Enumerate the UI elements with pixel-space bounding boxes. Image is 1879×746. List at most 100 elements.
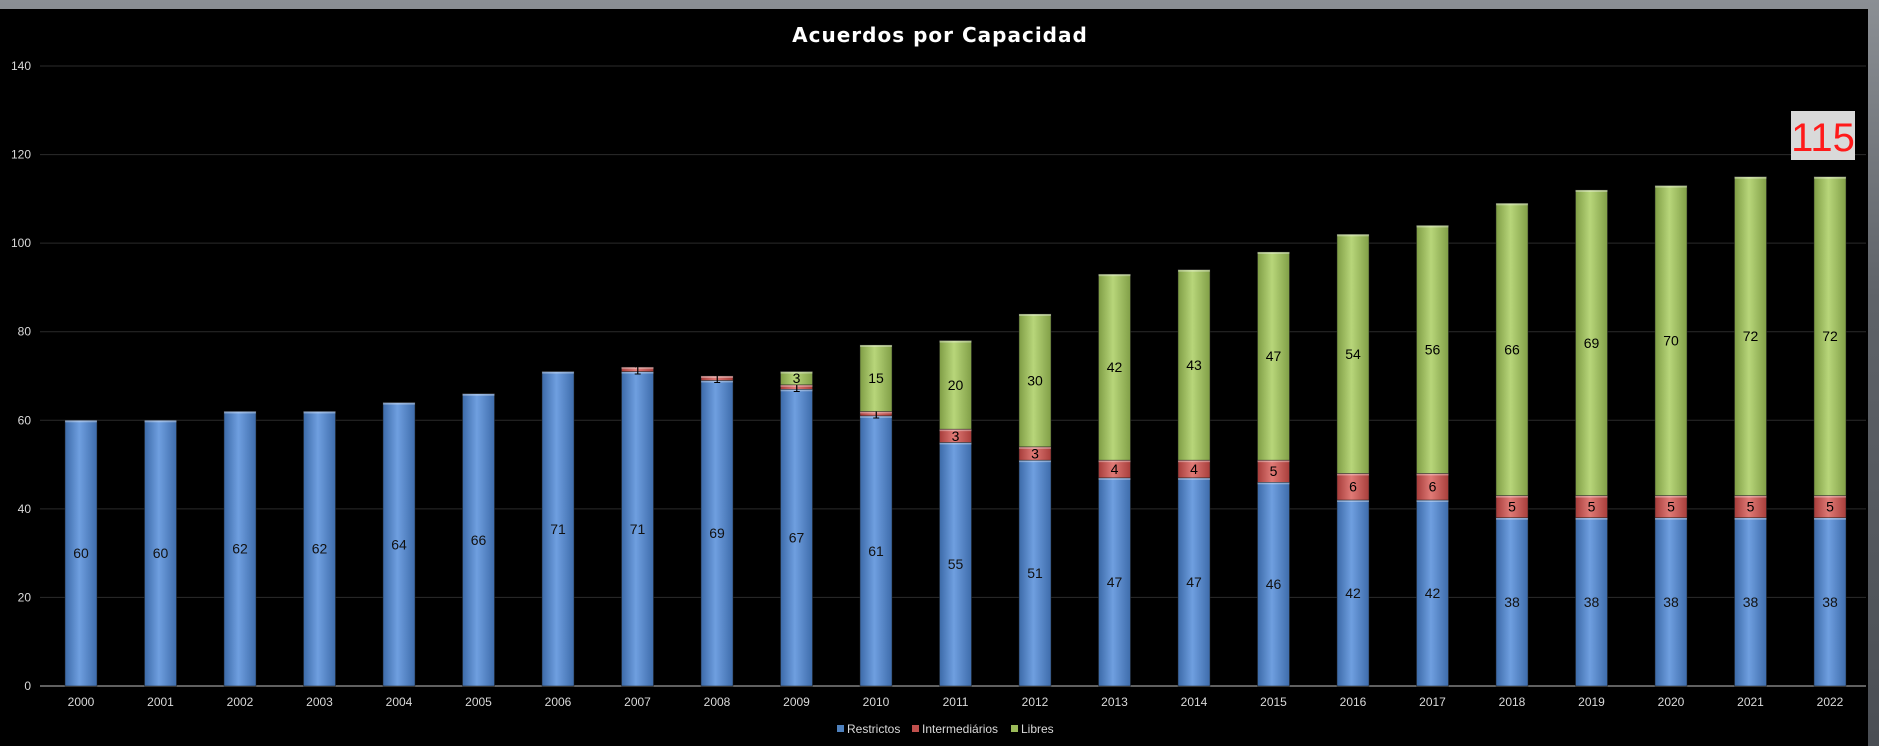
- data-label: 71: [630, 521, 646, 537]
- bar-segment-intermediários: [700, 375, 734, 381]
- bar-highlight: [780, 384, 813, 387]
- x-tick-label: 2012: [1022, 695, 1049, 709]
- legend-swatch: [1011, 725, 1018, 732]
- x-tick-label: 2007: [624, 695, 651, 709]
- x-axis-ticks: 2000 2001 2002 2003 2004 2005 2006 2007 2008 2009…: [68, 695, 1844, 709]
- total-callout-text: 115: [1791, 116, 1855, 160]
- bar-segment-restrictos: [780, 389, 813, 687]
- data-label: 55: [948, 556, 964, 572]
- data-label: 4: [1190, 461, 1198, 477]
- data-label: 6: [1349, 479, 1357, 495]
- bar-highlight: [1257, 482, 1290, 485]
- bar-segment-libres: [1575, 189, 1608, 496]
- bar-segment-libres: [1416, 225, 1449, 474]
- bar-segment-restrictos: [1734, 517, 1767, 687]
- x-tick-label: 2013: [1101, 695, 1128, 709]
- y-tick-label: 0: [24, 679, 31, 693]
- x-tick-label: 2005: [465, 695, 492, 709]
- bar-highlight: [303, 411, 336, 414]
- data-label: 30: [1027, 372, 1043, 388]
- bar-highlight: [1257, 460, 1290, 463]
- bar-highlight: [939, 340, 972, 343]
- chart-title: Acuerdos por Capacidad: [792, 23, 1088, 47]
- x-tick-label: 2017: [1419, 695, 1446, 709]
- bar-segment-libres: [780, 371, 813, 386]
- bar-highlight: [1337, 500, 1369, 502]
- bar-highlight: [1019, 446, 1051, 449]
- bar-segment-restrictos: [859, 415, 893, 687]
- x-tick-label: 2011: [943, 695, 969, 709]
- data-label: 5: [1588, 499, 1596, 515]
- data-label: 47: [1186, 574, 1202, 590]
- data-label: 62: [312, 541, 328, 557]
- data-label: 64: [391, 536, 407, 552]
- legend-label: Libres: [1021, 722, 1054, 736]
- bar-segment-restrictos: [621, 371, 654, 687]
- data-label: 38: [1504, 594, 1520, 610]
- data-label: 38: [1743, 594, 1759, 610]
- data-label: 66: [1504, 341, 1520, 357]
- data-label: 3: [1031, 446, 1039, 462]
- bar-highlight: [1814, 517, 1846, 520]
- bar-highlight: [860, 345, 892, 347]
- data-label: 42: [1425, 585, 1441, 601]
- bar-highlight: [462, 393, 495, 396]
- bar-highlight: [1575, 495, 1608, 498]
- legend-label: Intermediários: [922, 722, 998, 736]
- x-tick-label: 2022: [1817, 695, 1844, 709]
- bar-highlight: [1019, 314, 1051, 316]
- bar-segment-restrictos: [1813, 517, 1847, 687]
- data-label: 38: [1822, 594, 1838, 610]
- bar-highlight: [1337, 473, 1369, 476]
- total-callout-box: [1791, 111, 1855, 160]
- bar-highlight: [1416, 225, 1449, 228]
- x-tick-label: 2020: [1658, 695, 1685, 709]
- x-tick-label: 2014: [1181, 695, 1208, 709]
- y-tick-label: 60: [18, 413, 32, 427]
- bar-segment-libres: [859, 344, 893, 412]
- bar-highlight: [1098, 477, 1131, 480]
- data-label: 67: [789, 530, 805, 546]
- bar-highlight: [1178, 477, 1210, 480]
- data-label: 1: [793, 379, 801, 395]
- x-tick-label: 2021: [1737, 695, 1764, 709]
- bar-highlight: [1098, 274, 1131, 277]
- data-label: 6: [1429, 479, 1437, 495]
- data-label: 56: [1425, 341, 1441, 357]
- bar-highlight: [860, 415, 892, 418]
- bar-highlight: [1814, 176, 1846, 179]
- data-label: 51: [1027, 565, 1043, 581]
- bar-highlight: [1178, 269, 1210, 272]
- bar-highlight: [701, 380, 733, 383]
- bar-highlight: [1575, 190, 1608, 192]
- bar-highlight: [1734, 517, 1767, 520]
- data-label: 1: [634, 361, 642, 377]
- bar-segment-libres: [1654, 185, 1688, 496]
- bar-highlight: [1655, 495, 1687, 498]
- data-label: 70: [1663, 333, 1679, 349]
- x-tick-label: 2016: [1340, 695, 1367, 709]
- bar-segment-restrictos: [1416, 499, 1449, 687]
- x-tick-label: 2019: [1578, 695, 1605, 709]
- bar-highlight: [939, 442, 972, 445]
- data-label: 69: [709, 525, 725, 541]
- bar-segment-libres: [1813, 176, 1847, 496]
- y-tick-label: 100: [11, 236, 31, 250]
- y-tick-label: 120: [11, 148, 31, 162]
- data-label: 46: [1266, 576, 1282, 592]
- data-label: 20: [948, 377, 964, 393]
- legend-swatch: [912, 725, 919, 732]
- bar-highlight: [1575, 517, 1608, 520]
- data-label: 1: [872, 406, 880, 422]
- legend-swatch: [837, 725, 844, 732]
- data-label: 62: [232, 541, 248, 557]
- bar-highlight: [1655, 185, 1687, 188]
- data-label: 42: [1107, 359, 1123, 375]
- bar-segment-restrictos: [462, 393, 495, 687]
- data-label: 5: [1508, 499, 1516, 515]
- legend: Restrictos Intermediários Libres: [837, 722, 1054, 736]
- bar-segment-libres: [1177, 269, 1211, 461]
- x-tick-label: 2010: [863, 695, 890, 709]
- data-label: 47: [1107, 574, 1123, 590]
